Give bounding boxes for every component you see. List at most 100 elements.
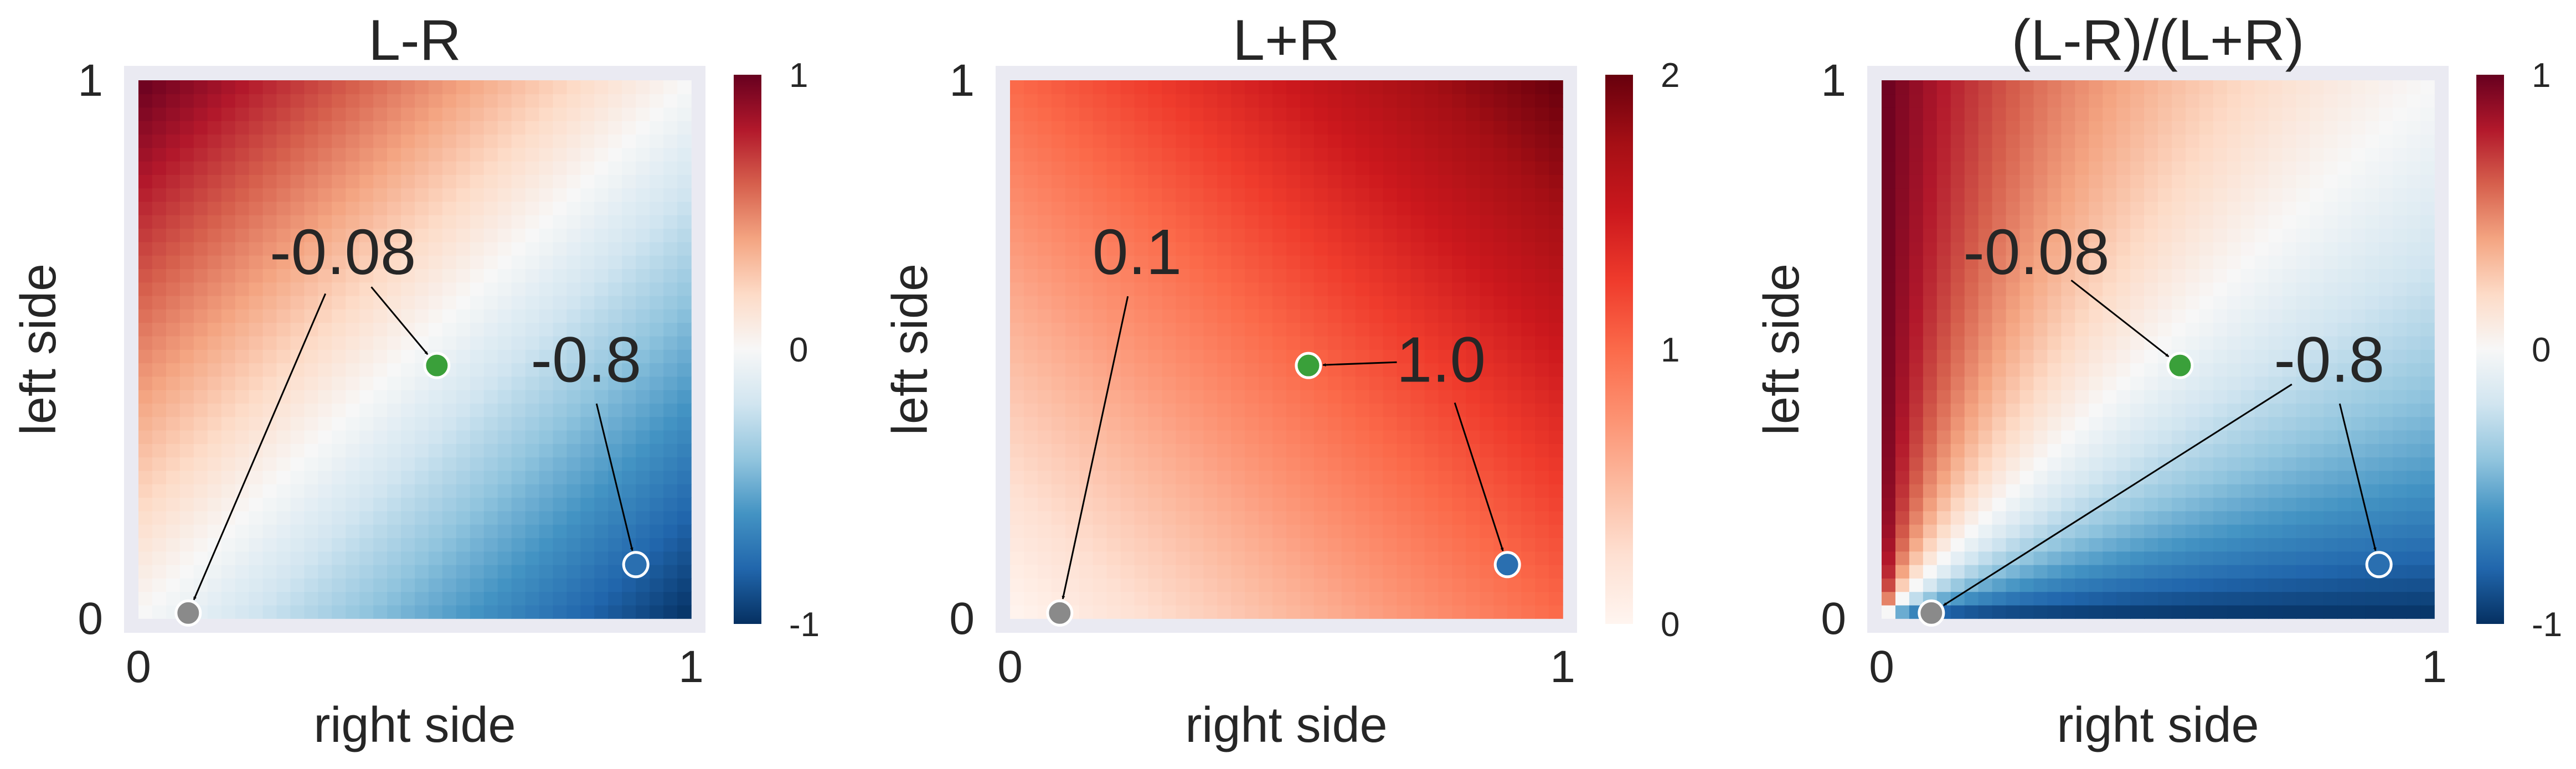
heatmap-cell	[1992, 215, 2007, 229]
heatmap-cell	[359, 107, 374, 121]
heatmap-cell	[1148, 120, 1163, 135]
heatmap-cell	[1037, 443, 1052, 458]
heatmap-cell	[1978, 538, 1993, 552]
heatmap-cell	[1452, 215, 1467, 229]
heatmap-cell	[1341, 376, 1356, 390]
heatmap-cell	[1189, 470, 1204, 484]
heatmap-cell	[650, 295, 664, 309]
heatmap-cell	[2310, 201, 2325, 215]
heatmap-cell	[1065, 295, 1080, 309]
heatmap-cell	[1162, 147, 1177, 162]
heatmap-cell	[2130, 322, 2145, 337]
heatmap-cell	[346, 201, 360, 215]
heatmap-cell	[2365, 134, 2379, 148]
heatmap-cell	[1051, 269, 1066, 283]
heatmap-cell	[2075, 120, 2090, 135]
heatmap-cell	[2006, 376, 2021, 390]
heatmap-cell	[1203, 363, 1218, 377]
heatmap-cell	[663, 255, 678, 269]
heatmap-cell	[290, 215, 305, 229]
heatmap-cell	[1909, 80, 1924, 95]
heatmap-cell	[483, 349, 498, 364]
heatmap-cell	[359, 295, 374, 309]
heatmap-cell	[622, 295, 636, 309]
heatmap-cell	[1410, 510, 1425, 525]
heatmap-cell	[1493, 470, 1508, 484]
heatmap-cell	[2033, 389, 2048, 404]
heatmap-cell	[663, 457, 678, 471]
heatmap-cell	[1327, 215, 1342, 229]
heatmap-cell	[608, 107, 623, 121]
heatmap-cell	[1535, 147, 1549, 162]
heatmap-cell	[2185, 215, 2200, 229]
heatmap-cell	[636, 336, 650, 350]
heatmap-cell	[1964, 497, 1979, 512]
heatmap-cell	[677, 228, 692, 242]
heatmap-cell	[1909, 134, 1924, 148]
heatmap-cell	[442, 309, 457, 323]
heatmap-cell	[1286, 120, 1301, 135]
heatmap-cell	[1369, 107, 1384, 121]
heatmap-cell	[1480, 161, 1495, 175]
heatmap-cell	[2323, 241, 2338, 256]
heatmap-cell	[2351, 241, 2366, 256]
heatmap-cell	[539, 241, 554, 256]
heatmap-cell	[1438, 188, 1453, 202]
heatmap-cell	[2019, 470, 2034, 484]
heatmap-cell	[166, 376, 181, 390]
heatmap-cell	[2130, 107, 2145, 121]
heatmap-cell	[608, 336, 623, 350]
heatmap-cell	[304, 564, 319, 579]
heatmap-cell	[2268, 255, 2283, 269]
heatmap-cell	[276, 510, 291, 525]
heatmap-cell	[2240, 120, 2255, 135]
heatmap-cell	[2171, 107, 2186, 121]
heatmap-cell	[1964, 282, 1979, 296]
heatmap-cell	[2103, 538, 2117, 552]
heatmap-cell	[650, 484, 664, 498]
heatmap-cell	[318, 161, 333, 175]
heatmap-cell	[373, 336, 388, 350]
heatmap-cell	[2379, 376, 2393, 390]
heatmap-cell	[1369, 201, 1384, 215]
heatmap-cell	[1493, 510, 1508, 525]
heatmap-cell	[387, 174, 401, 189]
heatmap-cell	[2323, 107, 2338, 121]
heatmap-cell	[1272, 363, 1287, 377]
heatmap-cell	[2089, 295, 2103, 309]
heatmap-cell	[1535, 174, 1549, 189]
heatmap-cell	[1992, 416, 2007, 431]
heatmap-cell	[2006, 322, 2021, 337]
heatmap-cell	[2171, 269, 2186, 283]
heatmap-cell	[1978, 524, 1993, 538]
heatmap-cell	[2089, 107, 2103, 121]
heatmap-cell	[1521, 578, 1536, 592]
heatmap-cell	[359, 551, 374, 565]
heatmap-cell	[677, 551, 692, 565]
heatmap-cell	[1176, 591, 1191, 606]
heatmap-cell	[262, 524, 277, 538]
heatmap-cell	[428, 269, 443, 283]
heatmap-cell	[415, 376, 429, 390]
heatmap-cell	[290, 80, 305, 95]
heatmap-cell	[1923, 94, 1938, 108]
heatmap-cell	[2337, 389, 2352, 404]
heatmap-cell	[373, 578, 388, 592]
heatmap-cell	[1992, 363, 2007, 377]
heatmap-cell	[2047, 605, 2062, 619]
heatmap-cell	[511, 147, 526, 162]
heatmap-cell	[1176, 161, 1191, 175]
heatmap-cell	[442, 107, 457, 121]
heatmap-cell	[1106, 322, 1121, 337]
heatmap-cell	[1507, 538, 1522, 552]
heatmap-cell	[1093, 524, 1107, 538]
heatmap-cell	[2227, 349, 2242, 364]
heatmap-cell	[2351, 591, 2366, 606]
heatmap-cell	[207, 295, 222, 309]
heatmap-cell	[1964, 376, 1979, 390]
heatmap-cell	[1286, 605, 1301, 619]
heatmap-cell	[428, 551, 443, 565]
heatmap-cell	[2407, 241, 2421, 256]
heatmap-cell	[2351, 215, 2366, 229]
heatmap-cell	[2185, 295, 2200, 309]
